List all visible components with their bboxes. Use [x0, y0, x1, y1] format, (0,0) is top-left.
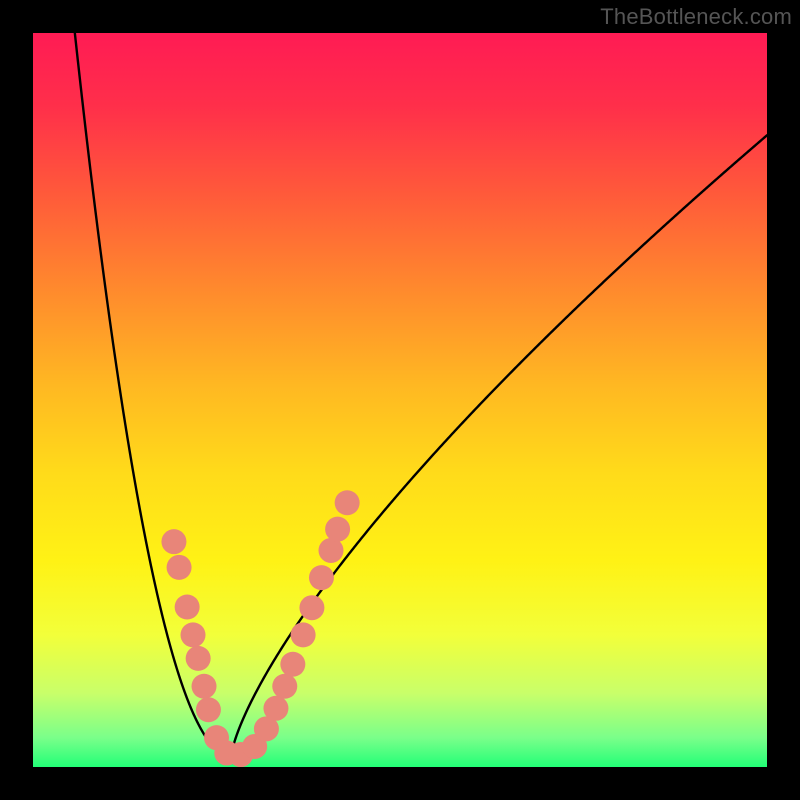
- bead-marker: [263, 696, 288, 721]
- bead-marker: [291, 622, 316, 647]
- plot-background: [33, 33, 767, 767]
- bead-marker: [167, 555, 192, 580]
- bead-marker: [309, 565, 334, 590]
- bead-marker: [272, 674, 297, 699]
- bead-marker: [186, 646, 211, 671]
- bead-marker: [319, 538, 344, 563]
- bead-marker: [175, 594, 200, 619]
- bead-marker: [192, 674, 217, 699]
- bead-marker: [181, 622, 206, 647]
- bead-marker: [161, 529, 186, 554]
- bead-marker: [335, 490, 360, 515]
- bead-marker: [325, 517, 350, 542]
- watermark-text: TheBottleneck.com: [600, 4, 792, 30]
- bead-marker: [196, 697, 221, 722]
- bead-marker: [299, 595, 324, 620]
- chart-canvas: TheBottleneck.com: [0, 0, 800, 800]
- chart-svg: [0, 0, 800, 800]
- bead-marker: [280, 652, 305, 677]
